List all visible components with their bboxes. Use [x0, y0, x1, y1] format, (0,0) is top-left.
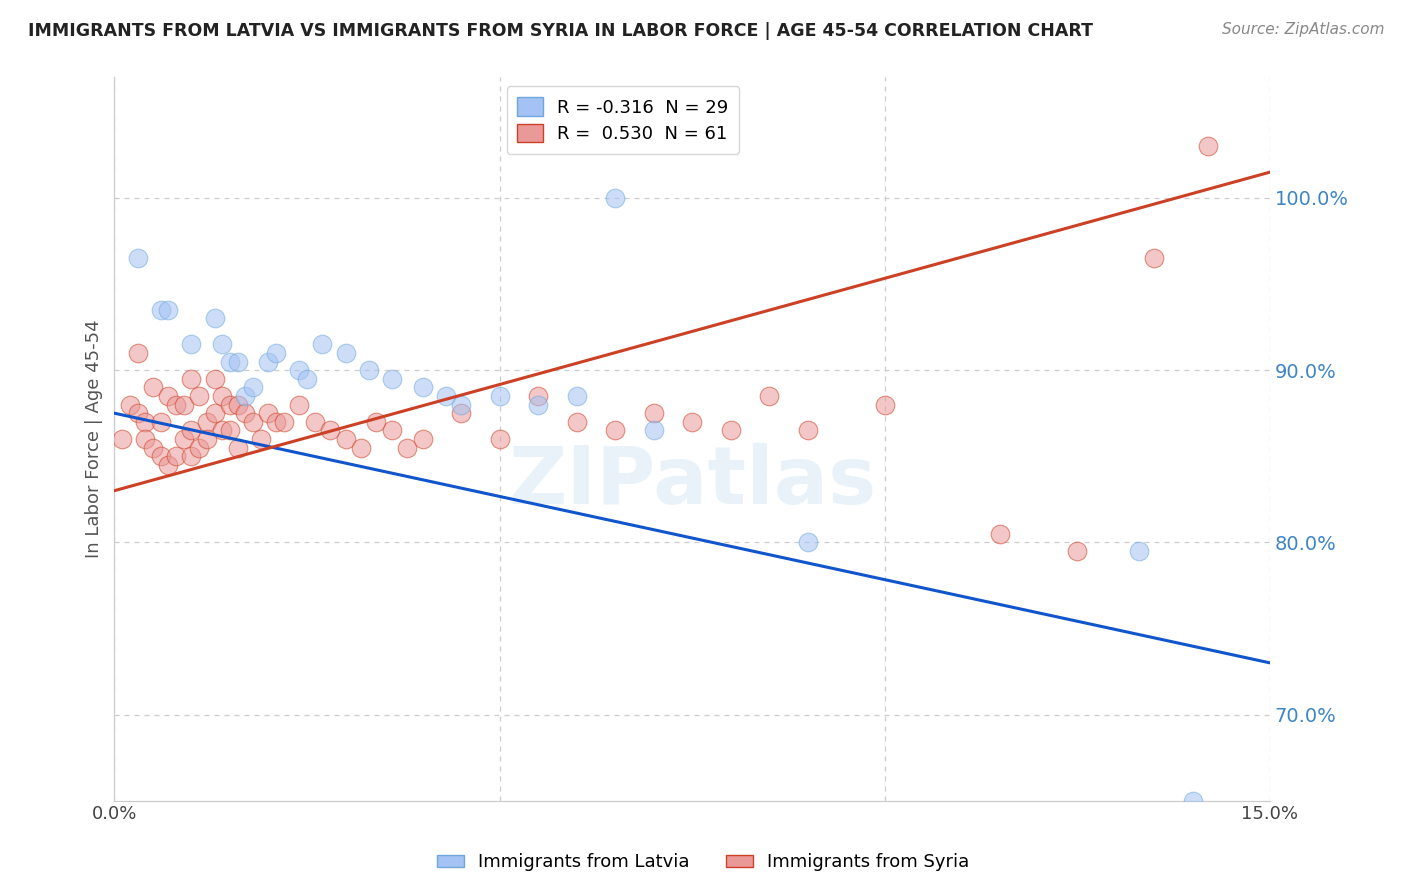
Point: [720, 424, 742, 438]
Y-axis label: In Labor Force | Age 45-54: In Labor Force | Age 45-54: [86, 319, 103, 558]
Point: [366, 415, 388, 429]
Point: [527, 389, 550, 403]
Point: [396, 441, 419, 455]
Point: [488, 432, 510, 446]
Point: [357, 363, 380, 377]
Point: [235, 389, 257, 403]
Point: [412, 432, 434, 446]
Point: [412, 380, 434, 394]
Point: [195, 432, 218, 446]
Point: [1143, 252, 1166, 266]
Point: [450, 406, 472, 420]
Point: [796, 535, 818, 549]
Point: [527, 398, 550, 412]
Point: [118, 398, 141, 412]
Point: [1197, 139, 1219, 153]
Point: [488, 389, 510, 403]
Point: [211, 389, 233, 403]
Point: [1128, 544, 1150, 558]
Point: [173, 398, 195, 412]
Point: [796, 424, 818, 438]
Text: IMMIGRANTS FROM LATVIA VS IMMIGRANTS FROM SYRIA IN LABOR FORCE | AGE 45-54 CORRE: IMMIGRANTS FROM LATVIA VS IMMIGRANTS FRO…: [28, 22, 1092, 40]
Point: [173, 432, 195, 446]
Point: [226, 354, 249, 368]
Point: [157, 458, 180, 472]
Point: [242, 380, 264, 394]
Point: [157, 389, 180, 403]
Point: [111, 432, 134, 446]
Legend: Immigrants from Latvia, Immigrants from Syria: Immigrants from Latvia, Immigrants from …: [429, 847, 977, 879]
Point: [565, 415, 588, 429]
Point: [311, 337, 333, 351]
Point: [211, 337, 233, 351]
Legend: R = -0.316  N = 29, R =  0.530  N = 61: R = -0.316 N = 29, R = 0.530 N = 61: [506, 87, 740, 154]
Point: [335, 346, 357, 360]
Point: [219, 354, 242, 368]
Point: [350, 441, 373, 455]
Point: [180, 337, 202, 351]
Point: [242, 415, 264, 429]
Text: ZIPatlas: ZIPatlas: [508, 443, 876, 522]
Point: [288, 398, 311, 412]
Point: [165, 449, 187, 463]
Point: [219, 424, 242, 438]
Point: [758, 389, 780, 403]
Point: [605, 424, 627, 438]
Point: [257, 354, 280, 368]
Point: [127, 252, 149, 266]
Point: [381, 424, 404, 438]
Point: [319, 424, 342, 438]
Point: [195, 415, 218, 429]
Text: Source: ZipAtlas.com: Source: ZipAtlas.com: [1222, 22, 1385, 37]
Point: [565, 389, 588, 403]
Point: [643, 424, 665, 438]
Point: [134, 432, 156, 446]
Point: [273, 415, 295, 429]
Point: [211, 424, 233, 438]
Point: [204, 311, 226, 326]
Point: [127, 406, 149, 420]
Point: [188, 441, 211, 455]
Point: [288, 363, 311, 377]
Point: [450, 398, 472, 412]
Point: [381, 372, 404, 386]
Point: [226, 398, 249, 412]
Point: [1066, 544, 1088, 558]
Point: [180, 372, 202, 386]
Point: [235, 406, 257, 420]
Point: [142, 380, 165, 394]
Point: [219, 398, 242, 412]
Point: [873, 398, 896, 412]
Point: [1181, 794, 1204, 808]
Point: [605, 191, 627, 205]
Point: [681, 415, 703, 429]
Point: [142, 441, 165, 455]
Point: [264, 346, 287, 360]
Point: [204, 406, 226, 420]
Point: [257, 406, 280, 420]
Point: [180, 424, 202, 438]
Point: [204, 372, 226, 386]
Point: [249, 432, 271, 446]
Point: [165, 398, 187, 412]
Point: [434, 389, 457, 403]
Point: [264, 415, 287, 429]
Point: [643, 406, 665, 420]
Point: [149, 415, 172, 429]
Point: [226, 441, 249, 455]
Point: [304, 415, 326, 429]
Point: [134, 415, 156, 429]
Point: [157, 302, 180, 317]
Point: [180, 449, 202, 463]
Point: [335, 432, 357, 446]
Point: [149, 449, 172, 463]
Point: [127, 346, 149, 360]
Point: [188, 389, 211, 403]
Point: [295, 372, 318, 386]
Point: [149, 302, 172, 317]
Point: [988, 526, 1011, 541]
